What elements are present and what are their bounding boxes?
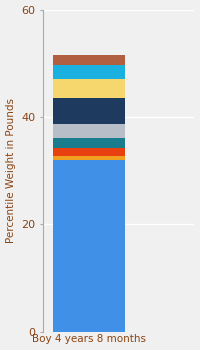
Bar: [53, 156, 125, 160]
Bar: [53, 160, 125, 332]
Bar: [53, 125, 125, 138]
Bar: [53, 55, 125, 65]
Bar: [53, 98, 125, 125]
Bar: [53, 138, 125, 148]
Y-axis label: Percentile Weight in Pounds: Percentile Weight in Pounds: [6, 98, 16, 243]
Bar: [53, 148, 125, 156]
Bar: [53, 79, 125, 98]
Bar: [53, 65, 125, 79]
